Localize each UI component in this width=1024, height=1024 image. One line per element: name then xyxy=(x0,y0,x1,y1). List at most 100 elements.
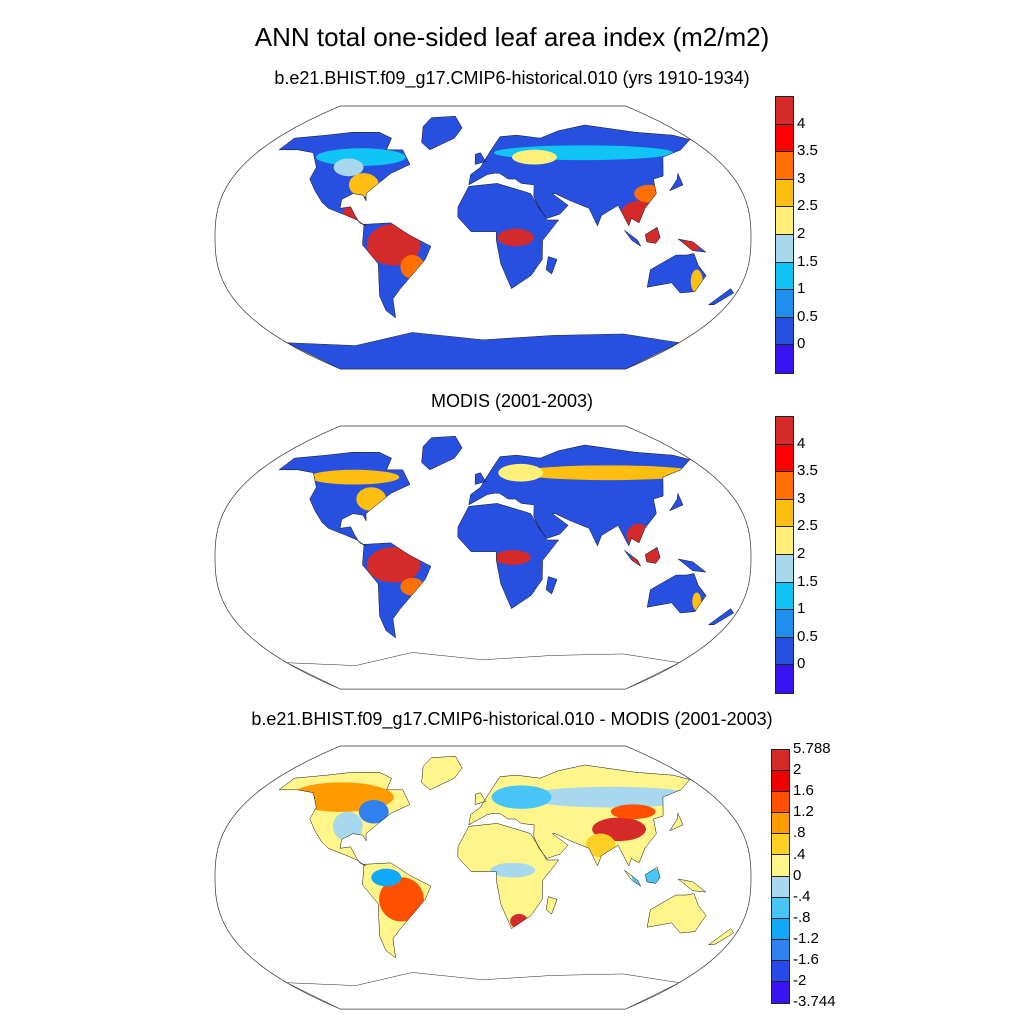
colorbar-label: -1.2 xyxy=(793,929,819,947)
colorbar-segment xyxy=(776,499,793,528)
colorbar-label: 2.5 xyxy=(797,197,818,215)
coastline xyxy=(362,862,432,959)
coastline xyxy=(645,866,661,884)
colorbar-segment xyxy=(772,876,789,898)
colorbar-segment xyxy=(776,152,793,180)
coastline xyxy=(474,792,486,805)
colorbar-segment xyxy=(772,813,789,835)
figure-title: ANN total one-sided leaf area index (m2/… xyxy=(254,22,770,52)
colorbar-segment xyxy=(776,207,793,235)
colorbar-label: 1.5 xyxy=(797,572,818,590)
coastline xyxy=(468,444,691,547)
colorbar-segment xyxy=(776,262,793,291)
landmass-nz xyxy=(708,928,734,945)
coastline xyxy=(646,573,707,614)
value-region xyxy=(512,149,557,165)
landmass-madagascar xyxy=(546,896,558,915)
coastline xyxy=(707,288,735,305)
colorbar-label: -.8 xyxy=(793,908,811,926)
colorbar-segment xyxy=(772,939,789,961)
colorbar-segment xyxy=(776,582,793,611)
colorbar-label: .8 xyxy=(793,824,806,842)
panel-2-subtitle: MODIS (2001-2003) xyxy=(430,391,594,411)
coastline xyxy=(421,435,463,471)
colorbar-segment xyxy=(776,610,793,638)
value-region xyxy=(610,804,656,820)
colorbar-label: 1.5 xyxy=(797,252,818,270)
value-region xyxy=(358,799,389,824)
colorbar-segment xyxy=(776,124,793,153)
value-region xyxy=(519,465,699,481)
coastline xyxy=(468,124,691,227)
colorbar-segment xyxy=(776,527,793,555)
colorbar-label: 0.5 xyxy=(797,307,818,325)
value-region xyxy=(490,862,536,878)
colorbar-label: 3 xyxy=(797,489,806,507)
coastline xyxy=(677,238,707,253)
coastline xyxy=(624,870,642,887)
coastline xyxy=(645,226,661,244)
colorbar-segment xyxy=(776,665,793,693)
colorbar-label: 4 xyxy=(797,114,806,132)
colorbar-segment xyxy=(776,554,793,583)
value-region xyxy=(371,868,402,887)
coastline xyxy=(474,472,486,485)
coastline xyxy=(646,253,707,294)
landmass-madagascar xyxy=(546,576,558,595)
colorbar-label: 3.5 xyxy=(797,462,818,480)
colorbar-segment xyxy=(776,472,793,500)
coastline xyxy=(545,256,558,275)
coastline xyxy=(669,492,684,512)
landmass-uk xyxy=(475,472,486,485)
landmass-madagascar xyxy=(546,256,558,275)
panel-3-subtitle: b.e21.BHIST.f09_g17.CMIP6-historical.010… xyxy=(251,709,773,729)
colorbar-segment xyxy=(776,317,793,346)
value-region xyxy=(497,228,534,247)
colorbar-label: 1 xyxy=(797,280,806,298)
colorbar-label: 2.5 xyxy=(797,517,818,535)
landmass-australia xyxy=(647,573,707,613)
landmass-newguinea xyxy=(678,558,706,573)
value-region xyxy=(491,785,552,809)
coastline xyxy=(474,152,486,165)
landmass-nz xyxy=(708,608,734,625)
value-region xyxy=(521,786,702,808)
antarctica xyxy=(286,652,681,690)
colorbar-label: 0.5 xyxy=(797,627,818,645)
antarctica xyxy=(286,332,681,370)
colorbar-label: 4 xyxy=(797,434,806,452)
coastline xyxy=(646,893,707,934)
panel-1-subtitle: b.e21.BHIST.f09_g17.CMIP6-historical.010… xyxy=(274,68,750,88)
value-region xyxy=(332,811,363,842)
colorbar-label: -.4 xyxy=(793,887,811,905)
colorbar-label: -1.6 xyxy=(793,951,819,968)
coastline xyxy=(707,928,735,945)
colorbar-segment xyxy=(776,444,793,473)
coastline xyxy=(457,183,560,289)
coastline xyxy=(457,823,560,929)
coastline xyxy=(545,896,558,915)
coastline xyxy=(362,222,432,319)
colorbar-segment xyxy=(776,637,793,666)
landmass-nz xyxy=(708,288,734,305)
panel-3-colorbar xyxy=(771,749,790,1005)
landmass-greenland xyxy=(421,756,463,790)
colorbar-segment xyxy=(772,897,789,919)
landmass-newguinea xyxy=(678,878,706,893)
coastline xyxy=(677,878,707,893)
coastline xyxy=(468,764,691,867)
landmass-uk xyxy=(475,792,486,805)
colorbar-label: -3.744 xyxy=(793,993,836,1011)
landmass-uk xyxy=(475,152,486,165)
value-region xyxy=(333,158,364,177)
panel-3-map xyxy=(214,745,752,1010)
colorbar-segment xyxy=(772,855,789,877)
value-region xyxy=(494,550,531,565)
value-region xyxy=(309,469,400,485)
colorbar-segment xyxy=(772,792,789,814)
coastline xyxy=(278,772,411,867)
colorbar-label: 1 xyxy=(797,600,806,618)
landmass-australia xyxy=(647,893,707,933)
coastline xyxy=(707,608,735,625)
coastline xyxy=(421,115,463,151)
